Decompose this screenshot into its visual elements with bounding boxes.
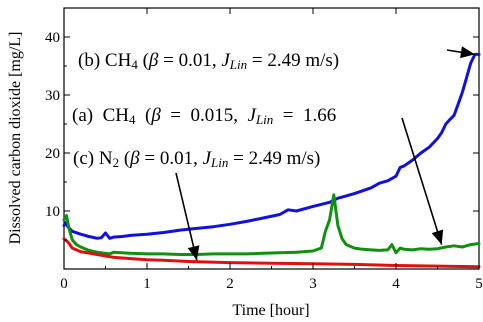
y-tick-label: 40 <box>45 30 60 46</box>
annotation-c-segment: β <box>129 148 140 169</box>
tick-layer: 0 1 2 3 4 5 10 20 30 40 <box>45 8 483 292</box>
annotation-a-segment: 4 <box>129 112 136 127</box>
annotation-b-segment: = 2.49 m/s) <box>247 50 339 71</box>
annotation-b-segment: β <box>148 50 159 71</box>
annotation-a-label: (a) CH4 (β = 0.015, JLin = 1.66 <box>72 105 336 127</box>
x-tick-label: 5 <box>475 276 483 292</box>
series-b-line <box>62 52 481 240</box>
annotation-c-segment: = 0.01, <box>140 148 203 169</box>
annotation-c-segment: J <box>203 148 213 169</box>
annotation-a-arrow-shaft <box>401 117 443 245</box>
annotation-b-label: (b) CH4 (β = 0.01, JLin = 2.49 m/s) <box>78 50 339 72</box>
annotation-c-segment: (c) N <box>73 148 113 169</box>
annotation-b-segment: J <box>221 50 231 71</box>
series-layer <box>62 52 481 269</box>
x-tick-label: 2 <box>226 276 234 292</box>
annotation-b-segment: ( <box>138 50 149 71</box>
annotation-a-segment: β <box>150 105 161 126</box>
plot-frame <box>63 7 480 270</box>
annotation-c-segment: Lin <box>210 155 228 170</box>
annotation-a-segment: J <box>248 105 258 126</box>
annotation-b-segment: Lin <box>229 57 247 72</box>
x-axis-label: Time [hour] <box>232 302 309 319</box>
y-tick-label: 20 <box>45 146 60 162</box>
y-axis-label: Dissolved carbon dioxide [mg/L] <box>7 32 24 245</box>
annotation-b-segment: = 0.01, <box>158 50 221 71</box>
series-a-line <box>62 193 481 256</box>
annotation-b-segment: (b) CH <box>78 50 132 71</box>
plot-frame-group <box>63 7 480 270</box>
annotation-a-segment: = 1.66 <box>273 105 336 126</box>
series-c-line <box>62 237 481 269</box>
x-tick-label: 0 <box>60 276 68 292</box>
annotation-c-segment: ( <box>119 148 130 169</box>
annotation-c-segment: 2 <box>113 155 120 170</box>
annotation-a-segment: ( <box>135 105 151 126</box>
annotation-c-arrow-shaft <box>175 172 198 261</box>
annotation-c-arrow-head <box>187 245 200 261</box>
annotation-a-segment: = 0.015, <box>161 105 248 126</box>
annotation-c-label: (c) N2 (β = 0.01, JLin = 2.49 m/s) <box>73 148 320 170</box>
annotation-a-arrow-head <box>431 229 444 245</box>
y-tick-label: 30 <box>45 88 60 104</box>
annotation-a-segment: (a) CH <box>72 105 129 126</box>
annotation-a-segment: Lin <box>255 112 273 127</box>
x-tick-label: 4 <box>392 276 400 292</box>
annotation-c-segment: = 2.49 m/s) <box>228 148 320 169</box>
annotation-b-segment: 4 <box>131 57 138 72</box>
x-tick-label: 3 <box>309 276 317 292</box>
annotation-b-arrow-head <box>460 46 475 59</box>
x-tick-label: 1 <box>143 276 151 292</box>
annotation-layer: (b) CH4 (β = 0.01, JLin = 2.49 m/s)(a) C… <box>72 46 475 261</box>
y-tick-label: 10 <box>45 204 60 220</box>
